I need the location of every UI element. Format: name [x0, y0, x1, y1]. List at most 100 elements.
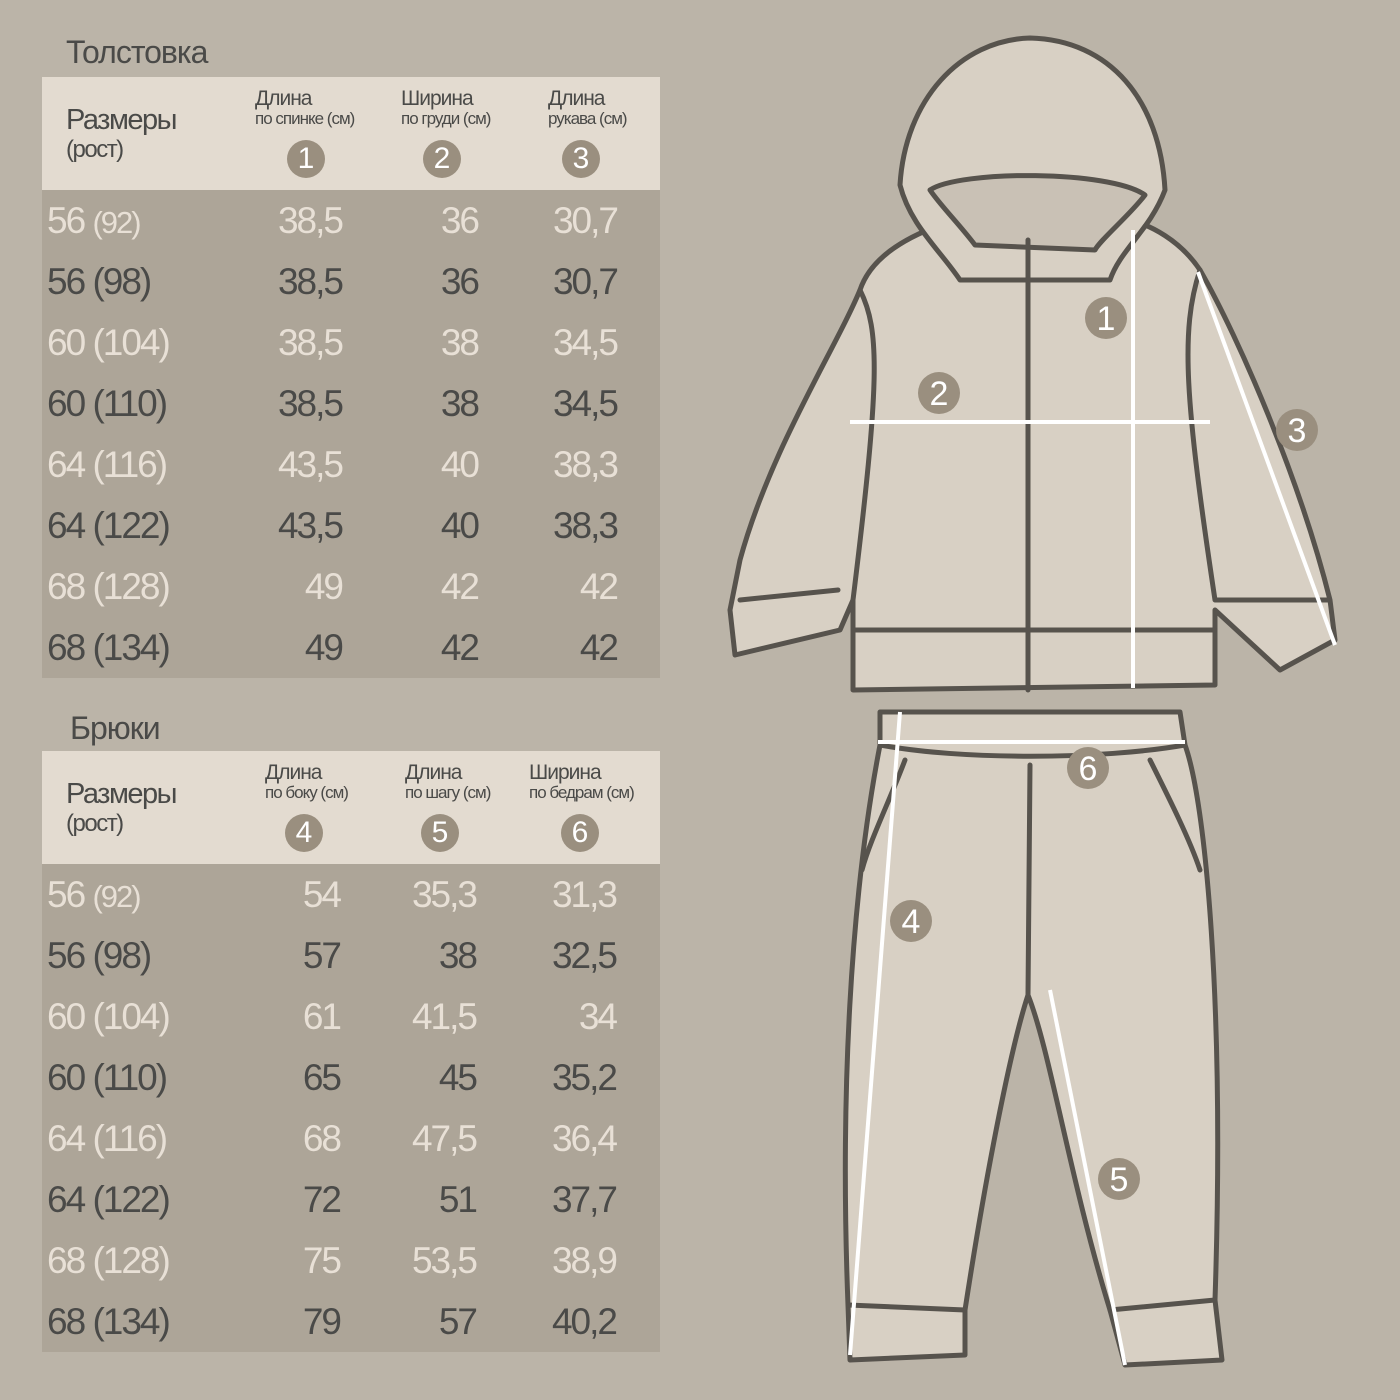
value-cell: 68	[302, 1118, 342, 1159]
value-cell: 38,9	[551, 1240, 618, 1281]
value-cell: 57	[302, 935, 342, 976]
size-cell: 68 (128)	[47, 1240, 171, 1281]
value-cell: 72	[302, 1179, 342, 1220]
value-cell: 42	[440, 566, 480, 607]
hood-inner	[927, 173, 1148, 253]
pants-size-table: Размеры (рост) Длина по боку (см) 4 Длина по ш…	[42, 751, 660, 1352]
value-cell: 47,5	[411, 1118, 478, 1159]
size-cell: 64 (122)	[47, 505, 171, 546]
size-cell: 68 (134)	[47, 627, 171, 668]
column-title: Длина	[405, 761, 462, 784]
svg-text:5: 5	[1110, 1161, 1129, 1199]
value-cell: 40	[440, 505, 480, 546]
size-cell: 56 (92)	[47, 874, 142, 915]
value-cell: 30,7	[552, 200, 619, 241]
value-cell: 38,5	[277, 322, 344, 363]
value-cell: 38	[440, 383, 480, 424]
table-header: Размеры (рост) Длина по боку (см) 4 Длина по ш…	[42, 751, 660, 864]
value-cell: 36	[440, 200, 480, 241]
value-cell: 40,2	[551, 1301, 618, 1342]
value-cell: 34	[578, 996, 618, 1037]
column-header: Длина по спинке (см)	[255, 87, 355, 129]
value-cell: 38	[440, 322, 480, 363]
size-cell: 60 (110)	[47, 383, 168, 424]
value-cell: 42	[579, 566, 619, 607]
value-cell: 57	[438, 1301, 478, 1342]
value-cell: 35,3	[411, 874, 478, 915]
size-cell: 60 (104)	[47, 996, 171, 1037]
value-cell: 79	[302, 1301, 342, 1342]
table-row: 56 (92) 54 35,3 31,3	[42, 864, 660, 925]
column-badge: 5	[421, 814, 459, 852]
value-cell: 38,3	[552, 444, 619, 485]
table-header: Размеры (рост) Длина по спинке (см) 1 Ширина п…	[42, 77, 660, 190]
table-row: 68 (134) 79 57 40,2	[42, 1291, 660, 1352]
diagram-badge-6: 6	[1067, 747, 1109, 789]
column-badge: 1	[287, 140, 325, 178]
table-row: 68 (128) 49 42 42	[42, 556, 660, 617]
pants-outline	[842, 709, 1225, 1368]
table-row: 56 (98) 38,5 36 30,7	[42, 251, 660, 312]
value-cell: 49	[304, 627, 344, 668]
value-cell: 42	[440, 627, 480, 668]
svg-text:3: 3	[1288, 412, 1307, 450]
pants-title: Брюки	[70, 710, 161, 746]
size-cell: 68 (128)	[47, 566, 171, 607]
table-body: 56 (92) 54 35,3 31,3 56 (98) 57 38 32,5 60 (104)…	[42, 864, 660, 1352]
value-cell: 41,5	[411, 996, 478, 1037]
column-subtitle: по груди (см)	[401, 109, 491, 128]
value-cell: 42	[579, 627, 619, 668]
table-row: 64 (116) 43,5 40 38,3	[42, 434, 660, 495]
diagram-badge-2: 2	[918, 372, 960, 414]
value-cell: 49	[304, 566, 344, 607]
value-cell: 36	[440, 261, 480, 302]
table-row: 68 (134) 49 42 42	[42, 617, 660, 678]
table-row: 68 (128) 75 53,5 38,9	[42, 1230, 660, 1291]
column-header: Ширина по бедрам (см)	[529, 761, 635, 803]
table-row: 56 (92) 38,5 36 30,7	[42, 190, 660, 251]
value-cell: 53,5	[411, 1240, 478, 1281]
column-title: Ширина	[529, 761, 602, 784]
size-column-header: Размеры (рост)	[66, 105, 178, 165]
column-badge: 6	[561, 814, 599, 852]
table-row: 64 (116) 68 47,5 36,4	[42, 1108, 660, 1169]
size-cell: 60 (110)	[47, 1057, 168, 1098]
size-header-sub: (рост)	[66, 810, 124, 837]
value-cell: 54	[302, 874, 342, 915]
size-cell: 68 (134)	[47, 1301, 171, 1342]
column-subtitle: по боку (см)	[265, 783, 349, 802]
diagram-badge-5: 5	[1098, 1158, 1140, 1200]
value-cell: 37,7	[551, 1179, 618, 1220]
value-cell: 38,3	[552, 505, 619, 546]
column-subtitle: по спинке (см)	[255, 109, 355, 128]
value-cell: 36,4	[551, 1118, 618, 1159]
diagram-badge-3: 3	[1276, 409, 1318, 451]
size-cell: 56 (92)	[47, 200, 142, 241]
value-cell: 61	[302, 996, 342, 1037]
hoodie-title: Толстовка	[66, 34, 208, 70]
column-subtitle: по шагу (см)	[405, 783, 491, 802]
table-body: 56 (92) 38,5 36 30,7 56 (98) 38,5 36 30,7 60 (10…	[42, 190, 660, 678]
table-row: 60 (110) 38,5 38 34,5	[42, 373, 660, 434]
value-cell: 51	[438, 1179, 478, 1220]
svg-text:6: 6	[1079, 750, 1098, 788]
table-row: 60 (110) 65 45 35,2	[42, 1047, 660, 1108]
size-header-label: Размеры	[66, 778, 178, 810]
column-badge: 2	[423, 140, 461, 178]
value-cell: 38	[438, 935, 478, 976]
value-cell: 35,2	[551, 1057, 618, 1098]
size-cell: 56 (98)	[47, 261, 152, 302]
column-header: Длина по шагу (см)	[405, 761, 491, 803]
size-cell: 60 (104)	[47, 322, 171, 363]
size-cell: 64 (116)	[47, 1118, 168, 1159]
value-cell: 34,5	[552, 383, 619, 424]
column-badge: 4	[285, 814, 323, 852]
svg-text:2: 2	[930, 375, 949, 413]
column-header: Длина рукава (см)	[548, 87, 628, 129]
value-cell: 38,5	[277, 200, 344, 241]
value-cell: 30,7	[552, 261, 619, 302]
column-subtitle: по бедрам (см)	[529, 783, 635, 802]
table-row: 56 (98) 57 38 32,5	[42, 925, 660, 986]
hoodie-outline	[727, 217, 1338, 693]
